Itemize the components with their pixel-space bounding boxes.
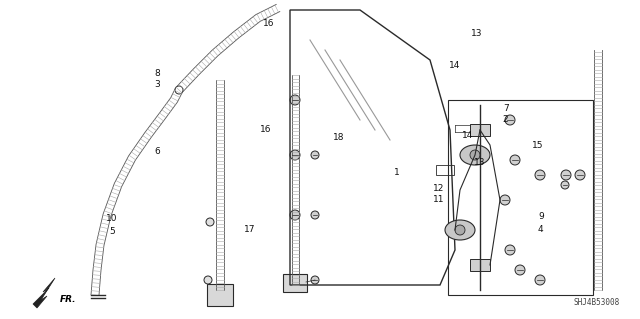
Circle shape <box>535 170 545 180</box>
Circle shape <box>561 170 571 180</box>
Circle shape <box>505 115 515 125</box>
Text: 3: 3 <box>154 80 159 89</box>
Text: 11: 11 <box>433 195 444 204</box>
Ellipse shape <box>445 220 475 240</box>
Text: 5: 5 <box>109 227 115 236</box>
Text: 13: 13 <box>471 29 483 38</box>
FancyBboxPatch shape <box>283 274 307 292</box>
Text: 14: 14 <box>461 131 473 140</box>
FancyBboxPatch shape <box>209 284 231 298</box>
Circle shape <box>175 86 183 94</box>
Ellipse shape <box>460 145 490 165</box>
Circle shape <box>206 218 214 226</box>
Text: 7: 7 <box>503 104 508 113</box>
Text: 8: 8 <box>154 69 159 78</box>
Polygon shape <box>33 278 55 308</box>
Circle shape <box>561 181 569 189</box>
Text: SHJ4B53008: SHJ4B53008 <box>573 298 620 307</box>
Text: 15: 15 <box>532 141 543 150</box>
Circle shape <box>290 95 300 105</box>
Text: 9: 9 <box>538 212 543 221</box>
Circle shape <box>505 245 515 255</box>
Circle shape <box>204 276 212 284</box>
Circle shape <box>290 210 300 220</box>
Text: 18: 18 <box>333 133 345 142</box>
Text: 10: 10 <box>106 214 118 223</box>
FancyBboxPatch shape <box>470 259 490 271</box>
Circle shape <box>575 170 585 180</box>
Text: 16: 16 <box>260 125 271 134</box>
FancyBboxPatch shape <box>207 284 233 306</box>
Text: 1: 1 <box>394 168 399 177</box>
Text: 13: 13 <box>474 158 486 167</box>
Circle shape <box>455 225 465 235</box>
Circle shape <box>515 265 525 275</box>
Text: 4: 4 <box>538 225 543 234</box>
Circle shape <box>311 151 319 159</box>
Circle shape <box>290 150 300 160</box>
Text: 14: 14 <box>449 61 460 70</box>
FancyBboxPatch shape <box>470 124 490 136</box>
Bar <box>436 165 454 175</box>
Circle shape <box>470 150 480 160</box>
Bar <box>448 100 593 295</box>
Circle shape <box>510 155 520 165</box>
Circle shape <box>500 195 510 205</box>
Circle shape <box>311 211 319 219</box>
Circle shape <box>311 276 319 284</box>
Text: 16: 16 <box>263 19 275 28</box>
Circle shape <box>535 275 545 285</box>
Text: 12: 12 <box>433 184 444 193</box>
Text: FR.: FR. <box>60 295 77 305</box>
Text: 17: 17 <box>244 225 255 234</box>
Text: 6: 6 <box>154 147 159 156</box>
Text: 2: 2 <box>503 115 508 124</box>
